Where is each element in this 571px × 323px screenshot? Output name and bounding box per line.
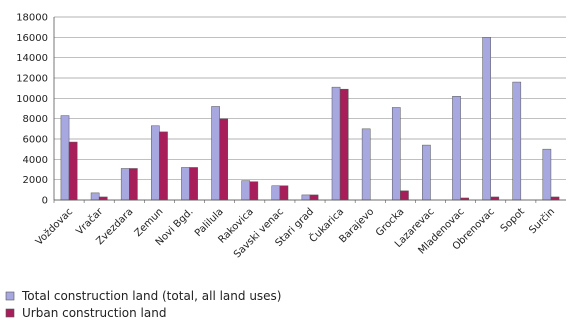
bar-urban [339, 88, 349, 201]
bar-urban [249, 181, 259, 201]
legend-swatch-urban [5, 308, 15, 318]
bar-urban [159, 131, 168, 201]
bar-total [331, 86, 341, 201]
y-tick-label: 18000 [16, 13, 48, 24]
bar-total [181, 167, 190, 201]
bar-total [482, 37, 491, 201]
bar-total [301, 194, 311, 201]
bar-urban [490, 196, 500, 201]
legend-label-urban: Urban construction land [22, 306, 166, 320]
legend-swatch-total [5, 291, 15, 301]
bar-total [512, 81, 522, 201]
bar-urban [309, 194, 319, 201]
bar-total [391, 107, 401, 201]
bar-total [361, 128, 371, 201]
y-tick-label: 4000 [23, 155, 48, 166]
y-axis: 0 2000 4000 6000 8000 10000 12000 14000 16000 180… [16, 13, 55, 207]
legend-label-total: Total construction land (total, all land… [21, 289, 282, 303]
gridlines [54, 16, 566, 201]
bar-total [151, 125, 160, 201]
bar-total [542, 148, 552, 201]
y-tick-label: 6000 [23, 135, 48, 146]
bar-total [120, 168, 130, 201]
y-tick-label: 12000 [16, 74, 48, 85]
bar-urban [129, 168, 138, 201]
bar-urban [550, 196, 560, 201]
bars [60, 37, 560, 201]
legend: Total construction land (total, all land… [5, 289, 282, 320]
bar-total [211, 106, 220, 201]
y-tick-label: 0 [42, 196, 48, 207]
bar-urban [68, 141, 78, 201]
bar-urban [98, 196, 108, 201]
bar-urban [279, 185, 289, 201]
bar-total [271, 185, 281, 201]
bar-total [422, 144, 431, 201]
bar-urban [219, 118, 229, 201]
y-tick-label: 14000 [16, 53, 48, 64]
bar-total [60, 115, 70, 201]
bar-total [90, 192, 100, 201]
y-tick-label: 2000 [23, 175, 48, 186]
bar-urban [189, 167, 198, 201]
y-tick-label: 8000 [23, 114, 48, 125]
y-tick-label: 10000 [16, 94, 48, 105]
bar-total [452, 96, 461, 201]
bar-urban [400, 190, 409, 201]
y-tick-label: 16000 [16, 33, 48, 44]
bar-total [241, 180, 251, 201]
